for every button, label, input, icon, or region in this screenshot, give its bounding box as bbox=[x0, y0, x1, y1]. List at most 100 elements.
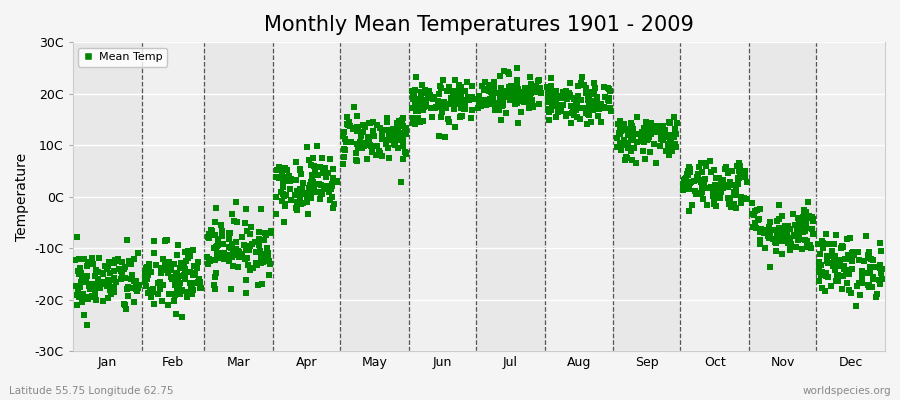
Point bbox=[177, 270, 192, 277]
Point bbox=[444, 95, 458, 102]
Point bbox=[667, 134, 681, 141]
Point bbox=[504, 90, 518, 97]
Point bbox=[613, 131, 627, 138]
Point bbox=[398, 149, 412, 155]
Point bbox=[602, 88, 616, 94]
Point bbox=[311, 188, 326, 195]
Point bbox=[724, 195, 738, 201]
Point bbox=[238, 256, 253, 262]
Point bbox=[255, 281, 269, 288]
Point bbox=[91, 276, 105, 282]
Point bbox=[399, 150, 413, 157]
Point bbox=[594, 100, 608, 107]
Point bbox=[452, 82, 466, 88]
Point bbox=[814, 272, 828, 278]
Point bbox=[327, 179, 341, 186]
Point bbox=[139, 272, 153, 278]
Point bbox=[726, 188, 741, 195]
Point bbox=[676, 187, 690, 193]
Point bbox=[477, 87, 491, 93]
Point bbox=[279, 192, 293, 198]
Point bbox=[805, 226, 819, 232]
Point bbox=[559, 88, 573, 95]
Point bbox=[385, 126, 400, 132]
Point bbox=[798, 227, 813, 234]
Point bbox=[541, 91, 555, 97]
Point bbox=[471, 105, 485, 111]
Point bbox=[100, 266, 114, 272]
Point bbox=[409, 98, 423, 104]
Point bbox=[734, 200, 749, 206]
Point bbox=[866, 276, 880, 282]
Point bbox=[225, 254, 239, 260]
Bar bbox=[614, 42, 680, 351]
Point bbox=[342, 119, 356, 126]
Point bbox=[523, 74, 537, 80]
Point bbox=[814, 238, 829, 244]
Point bbox=[813, 263, 827, 269]
Point bbox=[833, 273, 848, 279]
Point bbox=[834, 285, 849, 292]
Point bbox=[512, 91, 526, 98]
Point bbox=[409, 87, 423, 94]
Point bbox=[593, 102, 608, 109]
Point bbox=[732, 175, 746, 181]
Point bbox=[850, 283, 864, 289]
Point bbox=[821, 273, 835, 280]
Point bbox=[168, 270, 183, 277]
Point bbox=[147, 250, 161, 256]
Point bbox=[518, 85, 533, 91]
Point bbox=[749, 224, 763, 231]
Point bbox=[659, 132, 673, 138]
Point bbox=[226, 250, 240, 256]
Point bbox=[525, 97, 539, 104]
Point bbox=[349, 150, 364, 156]
Point bbox=[523, 80, 537, 87]
Point bbox=[406, 89, 420, 96]
Point bbox=[866, 274, 880, 280]
Point bbox=[653, 133, 668, 139]
Point bbox=[745, 224, 760, 231]
Point bbox=[682, 164, 697, 170]
Point bbox=[356, 145, 370, 151]
Point bbox=[89, 266, 104, 273]
Point bbox=[682, 169, 697, 176]
Point bbox=[249, 249, 264, 255]
Point bbox=[831, 278, 845, 284]
Point bbox=[327, 201, 341, 207]
Point bbox=[712, 185, 726, 192]
Point bbox=[139, 270, 153, 276]
Point bbox=[290, 199, 304, 206]
Point bbox=[375, 153, 390, 159]
Point bbox=[566, 107, 580, 113]
Point bbox=[318, 170, 332, 177]
Point bbox=[582, 110, 597, 116]
Point bbox=[795, 246, 809, 252]
Point bbox=[370, 122, 384, 128]
Point bbox=[770, 229, 784, 235]
Point bbox=[669, 131, 683, 138]
Point bbox=[174, 288, 188, 294]
Point bbox=[380, 119, 394, 125]
Point bbox=[223, 286, 238, 292]
Point bbox=[276, 219, 291, 225]
Point bbox=[338, 136, 352, 142]
Point bbox=[329, 178, 344, 184]
Point bbox=[328, 178, 342, 184]
Point bbox=[173, 290, 187, 297]
Point bbox=[756, 230, 770, 236]
Point bbox=[420, 94, 435, 101]
Point bbox=[413, 118, 428, 125]
Point bbox=[399, 150, 413, 156]
Point bbox=[842, 235, 857, 242]
Point bbox=[394, 117, 409, 124]
Point bbox=[516, 98, 530, 104]
Point bbox=[214, 232, 229, 239]
Point bbox=[406, 91, 420, 97]
Point bbox=[621, 131, 635, 138]
Point bbox=[861, 282, 876, 289]
Point bbox=[464, 115, 479, 121]
Point bbox=[277, 193, 292, 199]
Point bbox=[166, 291, 180, 297]
Point bbox=[806, 218, 820, 224]
